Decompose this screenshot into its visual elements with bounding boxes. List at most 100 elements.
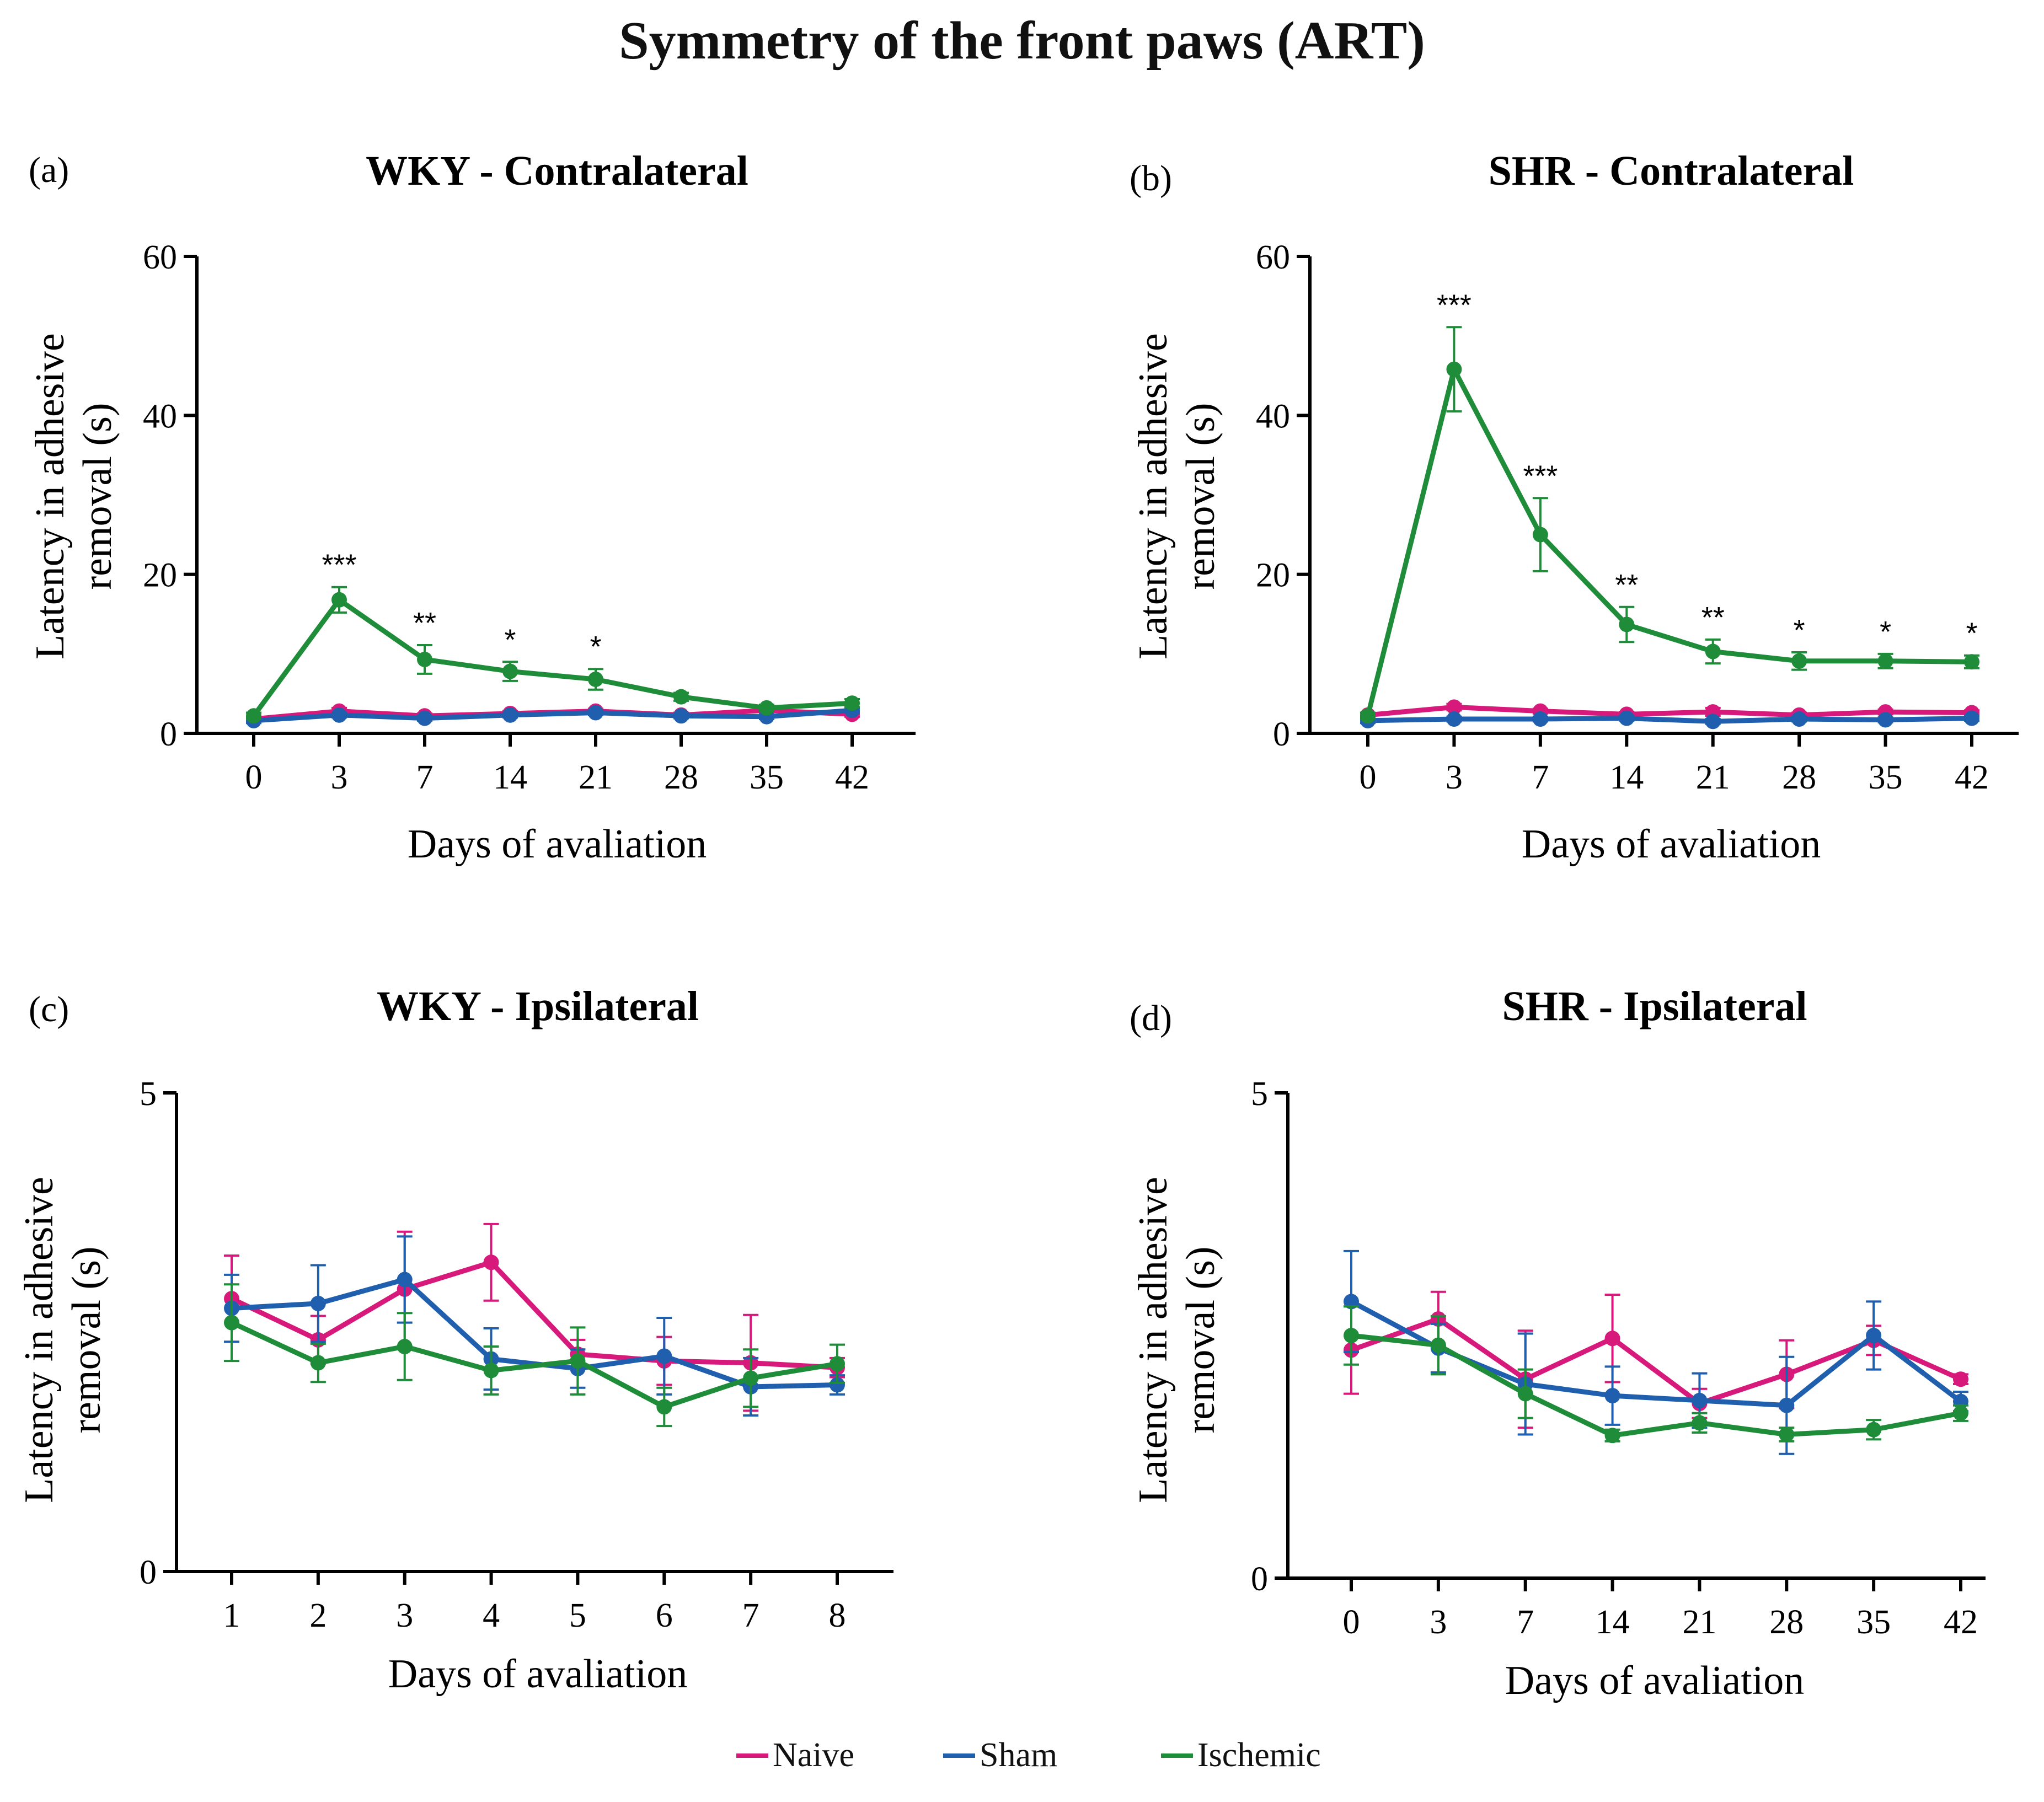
legend-item-ischemic: Ischemic bbox=[1161, 1736, 1321, 1775]
panel-c-x-tick-label: 7 bbox=[742, 1597, 759, 1634]
panel-b-significance-annotation: ** bbox=[1615, 569, 1638, 602]
panel-a-x-tick-label: 35 bbox=[750, 759, 784, 796]
panel-b-y-tick-label: 60 bbox=[1256, 239, 1290, 276]
panel-c-point-ischemic bbox=[224, 1315, 239, 1331]
panel-a-significance-annotation: * bbox=[504, 623, 516, 656]
panel-c-x-tick-label: 8 bbox=[829, 1597, 846, 1634]
panel-b-significance-annotation: ** bbox=[1701, 601, 1725, 634]
panel-d-x-tick-label: 0 bbox=[1343, 1603, 1360, 1641]
panel-a-significance-annotation: * bbox=[590, 630, 601, 663]
panel-d-point-sham bbox=[1692, 1392, 1708, 1408]
panel-d-point-ischemic bbox=[1344, 1328, 1359, 1343]
panel-c-x-tick-label: 2 bbox=[309, 1597, 327, 1634]
panel-a-x-axis-label: Days of avaliation bbox=[408, 822, 707, 867]
panel-d-x-tick-label: 3 bbox=[1430, 1603, 1447, 1641]
panel-d-y-tick-label: 0 bbox=[1251, 1560, 1268, 1598]
panel-b-significance-annotation: * bbox=[1966, 617, 1977, 650]
panel-d-point-sham bbox=[1779, 1397, 1795, 1413]
panel-b-x-tick-label: 21 bbox=[1696, 759, 1730, 796]
panel-a-y-axis-label-line1: Latency in adhesive bbox=[28, 333, 73, 659]
panel-d-point-sham bbox=[1866, 1328, 1882, 1343]
panel-a-y-axis-label-line2: removal (s) bbox=[75, 403, 120, 589]
panel-a-line-sham bbox=[253, 707, 853, 723]
panel-a-point-sham bbox=[331, 707, 347, 723]
panel-b-x-tick-label: 7 bbox=[1532, 759, 1549, 796]
panel-c-x-axis-label: Days of avaliation bbox=[388, 1651, 688, 1697]
panel-a-line-ischemic bbox=[252, 597, 853, 717]
panel-c-y-axis-label: Latency in adhesiveremoval (s) bbox=[17, 1177, 109, 1503]
panel-d-point-ischemic bbox=[1430, 1337, 1446, 1353]
panel-a-point-ischemic bbox=[417, 651, 432, 667]
panel-a-title: WKY - Contralateral bbox=[366, 148, 748, 194]
panel-c-point-ischemic bbox=[743, 1370, 759, 1386]
panel-a-series-sham bbox=[246, 702, 860, 728]
panel-b-y-axis-label-line2: removal (s) bbox=[1178, 403, 1223, 589]
panel-c-label: (c) bbox=[29, 989, 69, 1029]
panel-a-x-tick-label: 0 bbox=[245, 759, 263, 796]
panel-c-title: WKY - Ipsilateral bbox=[377, 983, 699, 1029]
panel-a-series-ischemic bbox=[246, 586, 860, 724]
panel-b-y-tick-label: 40 bbox=[1256, 398, 1290, 435]
panel-b-x-tick-label: 28 bbox=[1782, 759, 1816, 796]
panel-a-x-tick-label: 28 bbox=[664, 759, 698, 796]
panel-b-label: (b) bbox=[1130, 158, 1172, 199]
panel-b: (b) SHR - Contralateral 0 20 40 60 0 3 7 14 21 28 35… bbox=[1130, 148, 2019, 867]
panel-c-point-ischemic bbox=[830, 1356, 845, 1372]
panel-b-point-sham bbox=[1964, 710, 1979, 726]
panel-a-point-ischemic bbox=[588, 671, 603, 687]
panel-c-x-tick-label: 4 bbox=[483, 1597, 500, 1634]
panel-c-point-ischemic bbox=[483, 1363, 499, 1379]
panel-d-point-ischemic bbox=[1517, 1386, 1533, 1402]
panel-a-point-sham bbox=[673, 708, 689, 724]
panel-b-point-ischemic bbox=[1360, 708, 1376, 724]
panel-b-y-tick-label: 20 bbox=[1256, 557, 1290, 594]
figure-title: Symmetry of the front paws (ART) bbox=[619, 11, 1425, 71]
panel-c-point-ischemic bbox=[570, 1353, 586, 1369]
panel-a-point-ischemic bbox=[759, 700, 774, 716]
panel-c-point-ischemic bbox=[397, 1339, 413, 1355]
panel-c-x-tick-label: 1 bbox=[223, 1597, 240, 1634]
panel-d-point-ischemic bbox=[1866, 1422, 1882, 1438]
legend-swatch-sham bbox=[943, 1753, 975, 1758]
panel-b-significance-annotation: *** bbox=[1523, 459, 1558, 492]
panel-a: (a) WKY - Contralateral 0 20 40 60 0 3 7 14 21 28 35… bbox=[28, 148, 916, 867]
panel-b-point-ischemic bbox=[1877, 653, 1893, 669]
panel-a-point-sham bbox=[588, 705, 603, 721]
panel-b-point-ischemic bbox=[1791, 653, 1807, 669]
legend: Naive Sham Ischemic bbox=[0, 1736, 2044, 1780]
panel-b-point-naive bbox=[1446, 699, 1462, 715]
panel-c-point-sham bbox=[310, 1295, 326, 1311]
panel-a-point-ischemic bbox=[246, 708, 261, 724]
panel-b-y-axis-label: Latency in adhesiveremoval (s) bbox=[1131, 333, 1223, 659]
panel-c-series-ischemic bbox=[224, 1283, 845, 1428]
panel-b-point-ischemic bbox=[1446, 361, 1462, 377]
panel-b-significance-annotation: *** bbox=[1437, 288, 1472, 321]
panel-a-point-ischemic bbox=[673, 689, 689, 705]
legend-swatch-naive bbox=[736, 1753, 768, 1758]
panel-b-y-tick-label: 0 bbox=[1273, 716, 1290, 753]
panel-b-point-sham bbox=[1446, 711, 1462, 727]
panel-d-point-ischemic bbox=[1692, 1415, 1708, 1431]
panel-d-x-tick-label: 35 bbox=[1856, 1603, 1891, 1641]
panel-b-point-ischemic bbox=[1532, 527, 1548, 543]
panel-c-point-sham bbox=[830, 1377, 845, 1393]
panel-a-significance-annotation: *** bbox=[322, 549, 356, 582]
panel-b-x-tick-label: 14 bbox=[1609, 759, 1644, 796]
panel-d-title: SHR - Ipsilateral bbox=[1502, 983, 1807, 1029]
panel-b-x-tick-label: 42 bbox=[1955, 759, 1989, 796]
panel-d-y-tick-label: 5 bbox=[1251, 1075, 1268, 1113]
panel-a-point-ischemic bbox=[331, 592, 347, 608]
panel-c-point-naive bbox=[483, 1254, 499, 1270]
panel-b-significance-annotation: * bbox=[1794, 614, 1805, 647]
panel-c-line-ischemic bbox=[231, 1320, 838, 1409]
panel-c: (c) WKY - Ipsilateral 0 5 1 2 3 4 5 6 7 8 Days of av… bbox=[17, 983, 893, 1697]
panel-d: (d) SHR - Ipsilateral 0 5 0 3 7 14 21 28 35 42 Days … bbox=[1130, 983, 1986, 1703]
panel-b-x-tick-label: 3 bbox=[1446, 759, 1463, 796]
panel-d-point-ischemic bbox=[1779, 1426, 1795, 1442]
panel-c-point-sham bbox=[656, 1348, 672, 1364]
panel-a-x-tick-label: 7 bbox=[416, 759, 434, 796]
panel-b-point-sham bbox=[1705, 714, 1721, 730]
panel-b-line-naive bbox=[1367, 704, 1972, 718]
panel-b-point-sham bbox=[1532, 711, 1548, 727]
